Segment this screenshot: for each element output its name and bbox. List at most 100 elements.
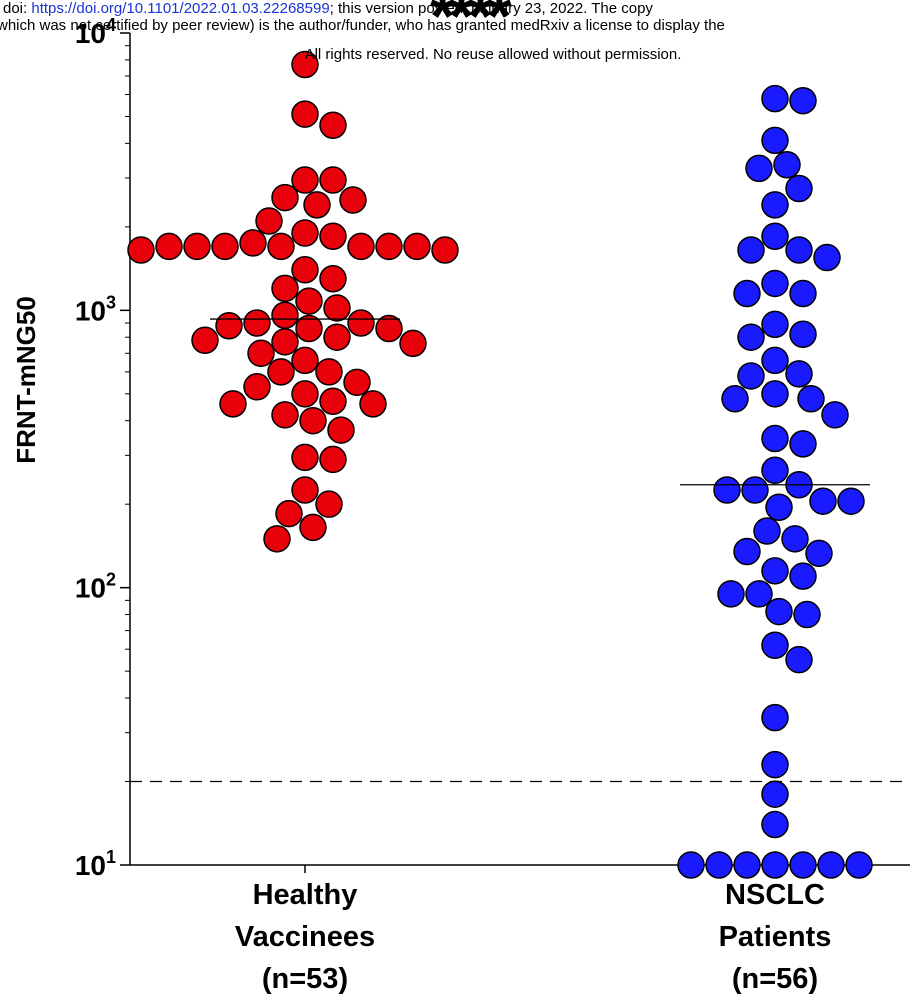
y-tick-base: 10 [75,18,106,49]
data-point [809,487,837,515]
y-tick-exponent: 3 [106,292,116,312]
data-point [761,631,789,659]
data-point [741,476,769,504]
data-point [761,424,789,453]
doi-link[interactable]: https://doi.org/10.1101/2022.01.03.22268… [31,0,330,17]
data-point [267,358,295,386]
data-point [291,166,319,194]
data-point [733,279,761,308]
data-point [797,384,825,413]
data-point [319,445,347,474]
data-point [343,368,371,397]
data-point [375,314,403,343]
data-point [737,362,765,390]
data-point [789,320,817,348]
data-point [247,339,275,368]
data-point [291,476,319,504]
data-point [753,517,781,545]
data-point [319,264,347,293]
data-point [761,851,789,879]
data-point [733,851,761,879]
data-point [155,232,183,261]
data-point [761,780,789,808]
y-tick-base: 10 [75,295,106,326]
data-point [375,232,403,261]
data-point [315,358,343,386]
data-point [677,851,705,879]
data-point [219,390,247,418]
data-point [399,329,427,358]
data-point [239,229,267,257]
data-point [243,309,271,337]
data-point [761,557,789,585]
data-point [255,207,283,235]
data-point [761,750,789,779]
data-point [721,384,749,413]
x-category-label: Patients [719,921,832,953]
y-tick-label: 102 [75,570,116,604]
data-point [789,430,817,458]
data-point [347,232,375,261]
data-point [761,269,789,298]
data-point [737,323,765,351]
data-point [717,580,745,608]
x-category-label: (n=56) [732,963,818,995]
data-point [785,645,813,674]
data-point [789,279,817,308]
y-tick-base: 10 [75,573,106,604]
data-point [359,390,387,418]
data-point [291,256,319,284]
points-layer [127,50,873,879]
data-point [347,309,375,337]
data-point [733,537,761,566]
data-point [773,150,801,179]
data-point [761,703,789,732]
data-point [761,380,789,408]
data-point [291,100,319,128]
y-tick-label: 104 [75,15,116,49]
x-category-label: Healthy [253,879,358,911]
data-point [319,111,347,139]
data-point [761,84,789,113]
data-point [183,232,211,261]
data-point [271,183,299,212]
y-tick-exponent: 2 [106,570,116,590]
data-point [789,562,817,590]
data-point [327,416,355,444]
data-point [315,490,343,518]
data-point [323,294,351,322]
data-point [817,851,845,879]
data-point [785,360,813,388]
data-point [323,323,351,351]
banner-line-1: doi: https://doi.org/10.1101/2022.01.03.… [3,0,653,17]
data-point [745,154,773,183]
data-point [291,50,319,79]
data-point [295,314,323,343]
data-point [785,236,813,264]
data-point [299,513,327,542]
data-point [765,493,793,521]
data-point [745,580,773,608]
data-point [761,310,789,339]
y-tick-label: 103 [75,292,116,326]
data-point [271,274,299,303]
data-point [813,243,841,272]
data-point [837,487,865,515]
y-tick-label: 101 [75,847,116,881]
data-point [805,539,833,568]
x-category-label: NSCLC [725,879,825,911]
data-point [737,236,765,264]
data-point [431,236,459,264]
data-point [291,443,319,472]
data-point [263,525,291,553]
data-point [403,232,431,261]
data-point [761,810,789,839]
data-point [267,232,295,261]
data-point [319,222,347,250]
data-point [303,191,331,219]
data-point [761,456,789,485]
x-category-label: Vaccinees [235,921,375,953]
data-point [761,222,789,250]
axis-layer: 101102103104HealthyVaccinees(n=53)NSCLCP… [75,15,910,995]
